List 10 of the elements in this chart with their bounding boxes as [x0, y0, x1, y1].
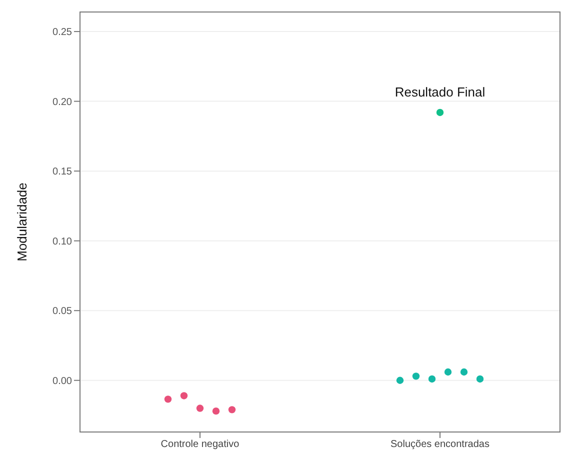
x-tick-label: Soluções encontradas	[390, 439, 490, 450]
annotation: Resultado Final	[394, 84, 486, 100]
y-tick-label: 0.05	[52, 306, 72, 318]
y-tick-label: 0.15	[52, 166, 72, 178]
y-tick-label: 0.20	[52, 96, 72, 108]
x-tick-label: Controle negativo	[160, 439, 240, 450]
y-tick-label: 0.00	[52, 376, 72, 387]
y-axis-title: Modularidade	[14, 182, 30, 262]
y-tick-label: 0.25	[52, 27, 72, 38]
y-tick-label: 0.10	[52, 236, 72, 248]
